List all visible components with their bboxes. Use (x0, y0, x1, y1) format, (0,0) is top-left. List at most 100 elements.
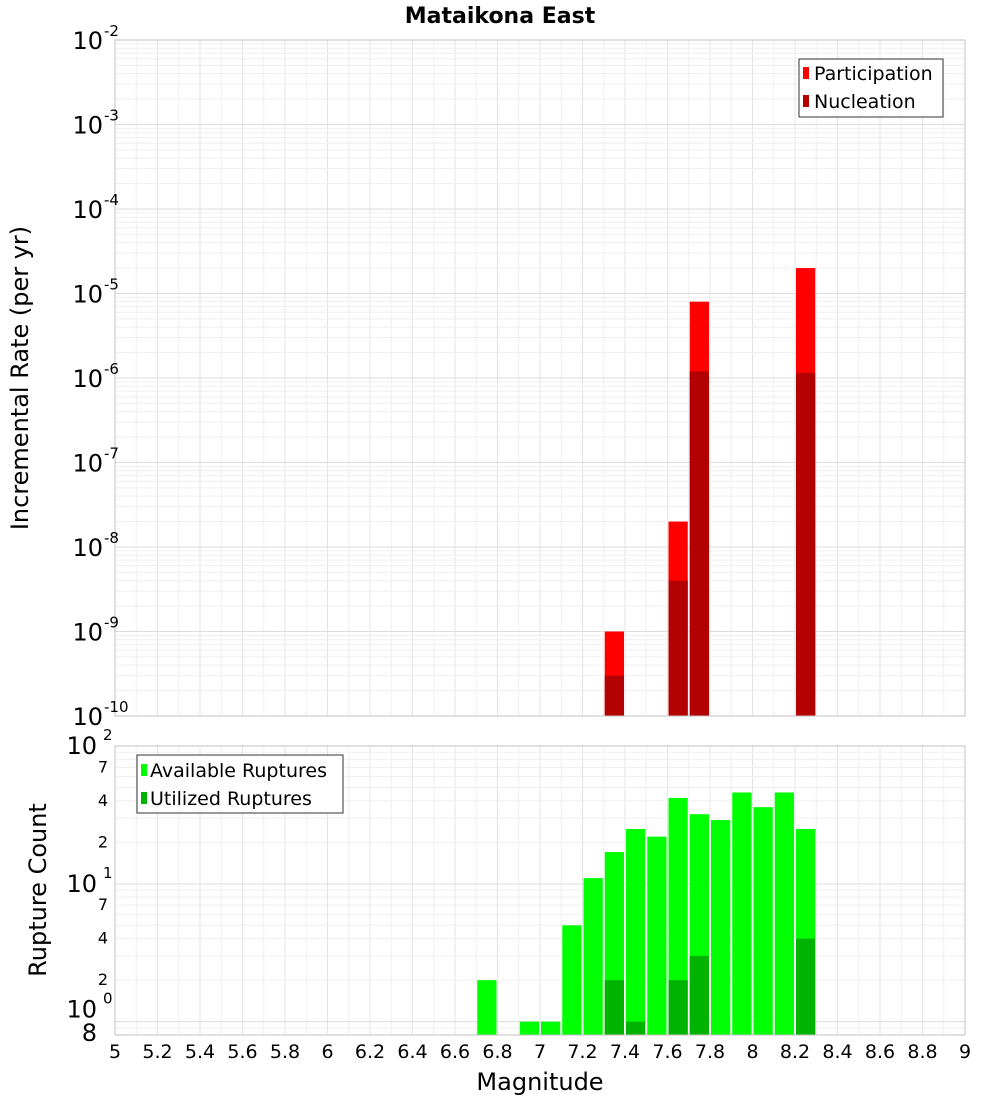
bar-available (668, 797, 688, 1035)
bar-nucleation (796, 372, 816, 716)
x-tick-label: 7.4 (610, 1041, 640, 1063)
bar-utilized (796, 938, 816, 1035)
x-tick-label: 7.6 (652, 1041, 682, 1063)
bar-available (519, 1021, 539, 1035)
y-tick-label: 10 (72, 619, 103, 647)
y-tick-label-exponent: -6 (104, 360, 119, 378)
y-tick-label: 10 (72, 365, 103, 393)
rate-legend-box (798, 58, 944, 118)
rate-bars (604, 268, 816, 716)
count-plot-border (114, 745, 966, 1036)
y-tick-label-exponent: 1 (103, 864, 113, 882)
x-tick-label: 7.2 (567, 1041, 597, 1063)
x-tick-label: 5 (109, 1041, 121, 1063)
bar-nucleation (668, 580, 688, 716)
x-axis-label: Magnitude (476, 1068, 603, 1096)
y-tick-label: 8 (82, 1019, 97, 1047)
rate-legend: Participation Nucleation (798, 58, 944, 118)
x-tick-label: 5.8 (270, 1041, 300, 1063)
count-legend-box (136, 754, 344, 814)
bar-utilized (604, 980, 624, 1035)
y-tick-label-minor: 4 (98, 791, 108, 810)
count-legend-swatch-utilized (141, 792, 147, 804)
x-tick-label: 8.2 (780, 1041, 810, 1063)
x-tick-label: 6.2 (355, 1041, 385, 1063)
x-tick-label: 6.8 (482, 1041, 512, 1063)
rate-legend-swatch-nucleation (803, 95, 809, 107)
y-tick-label: 10 (72, 703, 103, 731)
count-bars (477, 792, 816, 1035)
count-legend-swatch-available (141, 764, 147, 776)
x-tick-label: 6.4 (397, 1041, 427, 1063)
bar-nucleation (604, 675, 624, 716)
count-legend-label-available: Available Ruptures (150, 760, 327, 782)
bar-nucleation (689, 371, 709, 716)
bar-available (583, 878, 603, 1035)
bar-available (541, 1021, 561, 1035)
y-tick-label-exponent: -4 (104, 191, 119, 209)
y-tick-label-exponent: -7 (104, 445, 119, 463)
y-tick-label-exponent: -10 (104, 698, 129, 716)
x-tick-label: 5.2 (142, 1041, 172, 1063)
x-tick-label: 6.6 (440, 1041, 470, 1063)
bar-available (647, 836, 667, 1035)
rate-y-axis-label: Incremental Rate (per yr) (6, 226, 34, 530)
rate-grid (114, 40, 966, 717)
bar-utilized (689, 955, 709, 1035)
bar-utilized (668, 980, 688, 1035)
x-tick-label: 9 (959, 1041, 971, 1063)
rate-legend-label-nucleation: Nucleation (814, 91, 916, 113)
bar-available (477, 980, 497, 1035)
y-tick-label: 10 (72, 27, 103, 55)
x-tick-label: 8 (746, 1041, 758, 1063)
count-legend: Available Ruptures Utilized Ruptures (136, 754, 344, 814)
count-y-axis-label: Rupture Count (24, 803, 52, 977)
bar-available (753, 807, 773, 1035)
y-tick-label-exponent: 2 (103, 726, 113, 744)
x-tick-label: 7 (534, 1041, 546, 1063)
count-legend-label-utilized: Utilized Ruptures (150, 788, 312, 810)
bar-available (732, 792, 752, 1035)
y-tick-label-minor: 2 (98, 970, 108, 989)
x-tick-label: 5.6 (227, 1041, 257, 1063)
y-tick-label-minor: 4 (98, 929, 108, 948)
rate-plot-border (114, 39, 966, 717)
x-tick-label: 7.8 (695, 1041, 725, 1063)
y-tick-label: 10 (72, 281, 103, 309)
x-axis-ticks: 5 5.2 5.4 5.6 5.8 6 6.2 6.4 6.6 6.8 7 7.2 7.4 7.6 7.8 8… (109, 1041, 971, 1063)
bar-available (711, 820, 731, 1035)
x-tick-label: 5.4 (185, 1041, 215, 1063)
chart-title: Mataikona East (405, 4, 596, 29)
y-tick-label: 10 (66, 996, 97, 1024)
x-tick-label: 8.6 (865, 1041, 895, 1063)
bar-available (562, 925, 582, 1035)
y-tick-label-minor: 7 (98, 895, 108, 914)
y-tick-label: 10 (66, 870, 97, 898)
rate-legend-swatch-participation (803, 67, 809, 79)
y-tick-label-minor: 2 (98, 832, 108, 851)
rate-legend-label-participation: Participation (814, 63, 933, 85)
y-tick-label-exponent: -2 (104, 22, 119, 40)
x-tick-label: 6 (321, 1041, 333, 1063)
y-tick-label-exponent: 0 (103, 990, 113, 1008)
x-tick-label: 8.4 (822, 1041, 852, 1063)
bar-utilized (626, 1021, 646, 1035)
x-tick-label: 8.8 (907, 1041, 937, 1063)
y-tick-label-exponent: -3 (104, 107, 119, 125)
bar-available (626, 828, 646, 1035)
bar-available (774, 792, 794, 1035)
y-tick-label: 10 (72, 534, 103, 562)
y-tick-label-exponent: -9 (104, 614, 119, 632)
y-tick-label-exponent: -8 (104, 529, 119, 547)
y-tick-label-exponent: -5 (104, 276, 119, 294)
y-tick-label: 10 (72, 196, 103, 224)
y-tick-label: 10 (72, 112, 103, 140)
y-tick-label: 10 (66, 732, 97, 760)
y-tick-label: 10 (72, 450, 103, 478)
y-tick-label-minor: 7 (98, 757, 108, 776)
